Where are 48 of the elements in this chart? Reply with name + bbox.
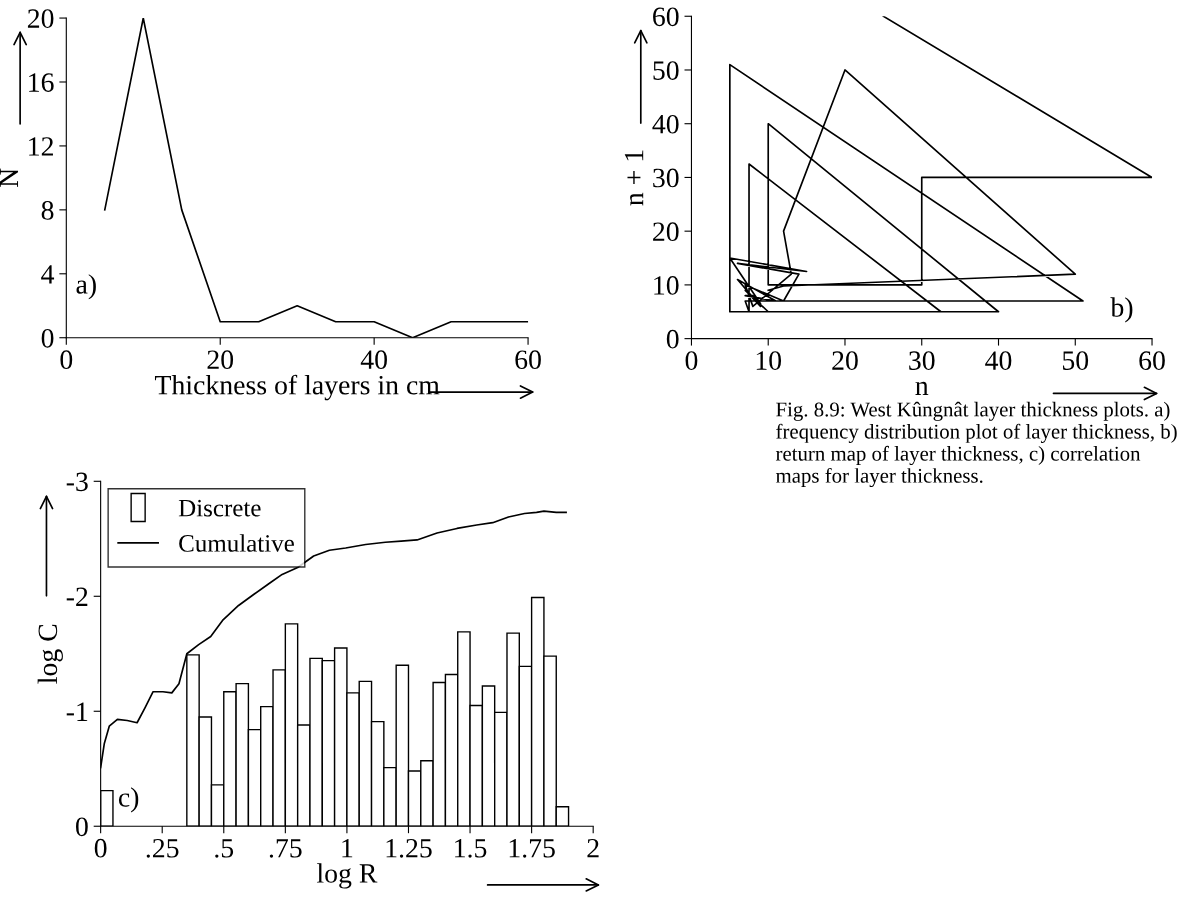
x-tick-label: .5 xyxy=(215,839,234,858)
y-axis-title: N xyxy=(0,168,19,188)
y-tick-label: 30 xyxy=(653,168,679,188)
x-tick-label: 1.25 xyxy=(386,838,432,858)
x-axis-title: Thickness of layers in cm xyxy=(154,374,440,401)
y-tick-label: -1 xyxy=(66,702,88,721)
x-tick-label: 40 xyxy=(360,350,387,370)
y-tick-label: -2 xyxy=(66,587,88,606)
y-tick-label: 20 xyxy=(27,9,54,28)
y-tick-label: 16 xyxy=(29,73,54,92)
y-axis-title: n + 1 xyxy=(624,150,644,206)
x-tick-label: 20 xyxy=(832,351,858,370)
y-tick-label: 4 xyxy=(41,265,55,284)
x-tick-label: 20 xyxy=(207,350,234,370)
x-tick-label: 50 xyxy=(1062,351,1089,370)
y-tick-label: -3 xyxy=(66,472,88,492)
y-tick-label: 20 xyxy=(653,222,679,242)
annotation: a) xyxy=(76,274,96,300)
legend-label: Discrete xyxy=(178,499,261,517)
x-tick-label: 60 xyxy=(515,350,541,370)
y-tick-label: 12 xyxy=(29,137,53,156)
y-tick-label: 0 xyxy=(41,328,54,348)
x-tick-label: 30 xyxy=(909,351,935,370)
x-tick-label: 2 xyxy=(587,838,599,858)
y-tick-label: 50 xyxy=(653,61,679,80)
x-tick-label: .25 xyxy=(146,838,179,858)
x-tick-label: 1.5 xyxy=(455,838,487,858)
x-tick-label: 10 xyxy=(756,351,782,370)
y-tick-label: 40 xyxy=(652,114,679,134)
x-tick-label: 1.75 xyxy=(509,838,555,858)
x-axis-title: n xyxy=(915,381,929,395)
y-tick-label: 0 xyxy=(76,817,88,837)
annotation: c) xyxy=(118,787,139,813)
x-axis-title: log R xyxy=(316,863,378,889)
y-tick-label: 0 xyxy=(666,329,679,349)
legend-label: Cumulative xyxy=(179,534,294,552)
annotation: b) xyxy=(1110,297,1133,323)
caption: Fig. 8.9: West Kûngnât layer thickness plots. a) frequency distribution plot of layer thickness, b) return map of layer thickness, c) correlation maps for layer thickness. xyxy=(775,401,1177,488)
y-tick-label: 60 xyxy=(653,7,679,27)
x-tick-label: 1 xyxy=(342,838,353,858)
y-tick-label: 10 xyxy=(654,276,679,295)
x-tick-label: .75 xyxy=(269,839,302,858)
y-axis-title: log C xyxy=(37,624,63,684)
x-tick-label: 40 xyxy=(985,351,1012,370)
x-tick-label: 0 xyxy=(685,351,698,370)
y-tick-label: 8 xyxy=(41,201,54,220)
x-tick-label: 60 xyxy=(1139,351,1165,370)
x-tick-label: 0 xyxy=(94,838,107,858)
